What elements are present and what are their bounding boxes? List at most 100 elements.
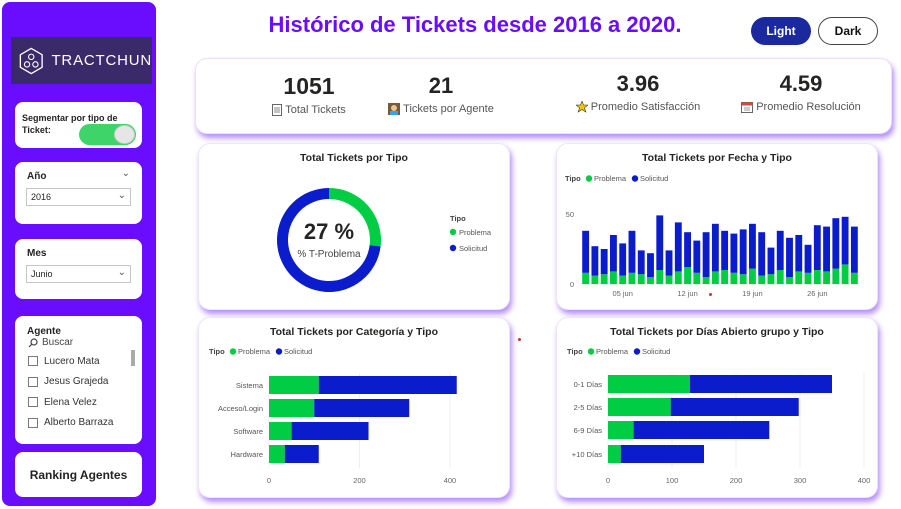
checkbox[interactable] [28,417,38,428]
hexagon-logo-icon [19,47,43,74]
kpi-label-row: Promedio Resolución [731,101,871,113]
agent-search-placeholder: Buscar [42,337,74,348]
bar-problema [767,274,775,284]
year-select-value: 2016 [31,192,52,202]
bar-problema [619,275,627,284]
year-filter-card: Año ⌄ 2016 ⌄ [15,162,142,224]
bar-problema [758,275,766,284]
month-select[interactable]: Junio ⌄ [26,265,131,283]
calendar-icon [741,102,754,113]
x-tick-label: 400 [858,476,871,485]
list-item[interactable]: Alberto Barraza [28,413,138,434]
legend-marker [229,348,237,355]
checkbox[interactable] [28,356,38,367]
kpi-label: Promedio Satisfacción [590,101,701,113]
bar-problema [721,270,729,284]
bar-solicitud [689,375,832,393]
category-label: 0-1 Días [574,380,603,389]
bar-problema [832,268,840,284]
sidebar: TRACTCHUN Segmentar por tipo de Ticket: … [2,2,156,506]
agent-list-scrollbar[interactable] [131,350,135,366]
bar-problema [269,422,292,440]
checkbox[interactable] [28,397,38,408]
legend-marker [585,175,593,182]
bar-solicitud [591,246,599,276]
donut-slice [329,188,381,247]
bar-problema [608,445,621,463]
bar-problema [702,277,710,284]
legend-label: Solicitud [642,347,670,356]
brand-logo: TRACTCHUN [11,37,152,84]
legend-title: Tipo [450,214,466,223]
legend-label: Problema [238,347,271,356]
ranking-agents-label: Ranking Agentes [29,467,128,482]
year-select[interactable]: 2016 ⌄ [26,188,131,206]
agent-search[interactable]: Buscar [28,337,73,348]
chevron-down-icon[interactable]: ⌄ [121,168,130,179]
bar-solicitud [786,237,793,277]
bar-problema [749,268,756,284]
checkbox[interactable] [28,376,38,387]
bar-problema [786,277,793,284]
kpi-label: Total Tickets [285,104,346,116]
bar-problema [269,445,285,463]
bar-solicitud [832,218,840,269]
x-tick-label: 400 [444,476,457,485]
chart-tickets-by-date: Total Tickets por Fecha y Tipo Tipo Probl… [556,143,878,310]
bar-problema [850,272,858,284]
bar-solicitud [841,216,849,265]
stray-dot [518,338,521,341]
bar-solicitud [823,226,830,272]
bar-problema [823,271,830,284]
bar-problema [730,272,738,284]
ranking-agents-button[interactable]: Ranking Agentes [15,452,142,497]
segment-toggle[interactable] [79,124,136,145]
legend-label: Solicitud [459,244,487,253]
bar-solicitud [314,399,410,417]
bar-solicitud [850,226,858,273]
bar-problema [841,264,849,284]
list-item[interactable]: Jesus Grajeda [28,372,138,393]
x-tick-label: 05 jun [612,289,632,298]
category-bar-chart: Tipo Problema Solicitud 0 200 400 Sistema Acces… [209,347,457,485]
bar-solicitud [582,230,590,273]
kpi-card: 1051 Total Tickets 21 Tickets por Agente… [195,58,892,134]
legend-marker [587,348,595,355]
page-title: Histórico de Tickets desde 2016 a 2020. [268,12,682,37]
x-tick-label: 0 [606,476,610,485]
agent-name: Alberto Barraza [44,417,114,429]
bar-problema [600,274,608,284]
days-open-bar-chart: Tipo Problema Solicitud 0 100 200 300 400 0-1 Dí… [567,347,871,485]
bar-solicitud [637,250,645,275]
list-item[interactable]: Elena Velez [28,392,138,413]
agent-filter-card: Agente Buscar Lucero Mata Jesus Grajeda … [15,316,142,444]
toggle-knob[interactable] [114,125,135,144]
x-tick-label: 0 [267,476,271,485]
year-filter-label: Año [27,171,47,182]
date-bar-chart: Tipo Problema Solicitud 0 50 05 jun 12 jun 19 j… [565,174,859,298]
bar-solicitud [628,230,636,273]
bar-problema [628,272,636,284]
agent-name: Lucero Mata [44,355,100,367]
bar-solicitud [633,421,770,439]
dark-theme-button[interactable]: Dark [818,17,878,45]
month-filter-card: Mes Junio ⌄ [15,239,142,299]
chart-title: Total Tickets por Categoría y Tipo [269,326,439,338]
kpi-tickets-per-agent: 21 Tickets por Agente [376,73,506,115]
category-label: Sistema [236,381,264,390]
light-theme-button[interactable]: Light [751,17,811,45]
legend-label: Problema [459,228,492,237]
category-label: +10 Días [572,450,602,459]
x-tick-label: 12 jun [677,289,697,298]
kpi-label-row: Promedio Satisfacción [568,101,708,113]
bar-solicitud [670,398,799,416]
agent-name: Elena Velez [44,396,97,408]
legend-marker [275,348,283,355]
bar-solicitud [656,215,664,270]
kpi-value: 21 [428,73,454,98]
bar-problema [813,270,821,284]
kpi-value: 3.96 [616,71,660,96]
chart-tickets-by-type: Total Tickets por Tipo 27 % % T-Problema T… [198,143,510,310]
kpi-label-row: Total Tickets [244,104,374,116]
list-item[interactable]: Lucero Mata [28,351,138,372]
